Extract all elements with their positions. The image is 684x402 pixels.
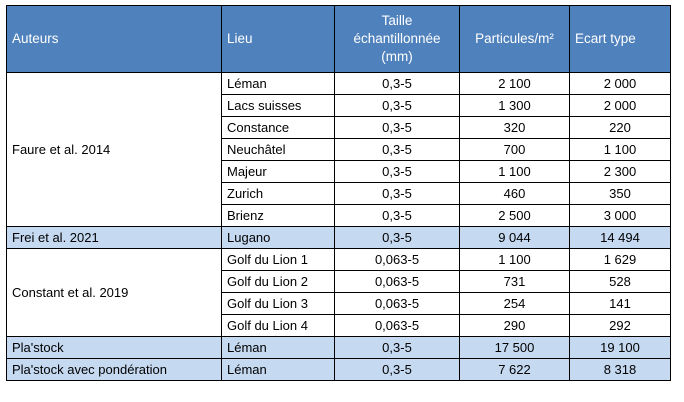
particules-cell: 731 bbox=[459, 270, 570, 293]
header-lieu: Lieu bbox=[221, 5, 335, 73]
header-ecart: Ecart type bbox=[569, 5, 671, 73]
ecart-cell: 141 bbox=[569, 292, 671, 315]
taille-cell: 0,3-5 bbox=[334, 336, 460, 359]
particules-cell: 17 500 bbox=[459, 336, 570, 359]
particules-cell: 320 bbox=[459, 116, 570, 139]
header-auteurs: Auteurs bbox=[6, 5, 222, 73]
table-row-highlight: Pla'stock avec pondération Léman 0,3-5 7… bbox=[6, 358, 671, 381]
taille-cell: 0,3-5 bbox=[334, 72, 460, 95]
particules-cell: 254 bbox=[459, 292, 570, 315]
particules-cell: 9 044 bbox=[459, 226, 570, 249]
header-taille-line2: échantillonnée bbox=[353, 31, 441, 46]
ecart-cell: 19 100 bbox=[569, 336, 671, 359]
taille-cell: 0,3-5 bbox=[334, 358, 460, 381]
ecart-cell: 1 629 bbox=[569, 248, 671, 271]
table-row: Golf du Lion 4 0,063-5 290 292 bbox=[7, 314, 671, 337]
ecart-cell: 2 000 bbox=[569, 94, 671, 117]
author-cell: Pla'stock avec pondération bbox=[6, 358, 222, 381]
header-taille-line1: Taille bbox=[381, 13, 413, 28]
table-row: Constant et al. 2019 Golf du Lion 1 0,06… bbox=[6, 248, 671, 337]
author-cell: Faure et al. 2014 bbox=[6, 72, 222, 227]
particules-cell: 2 500 bbox=[459, 204, 570, 227]
lieu-cell: Golf du Lion 1 bbox=[221, 248, 335, 271]
taille-cell: 0,3-5 bbox=[334, 182, 460, 205]
table-row: Brienz 0,3-5 2 500 3 000 bbox=[7, 204, 671, 227]
lieu-cell: Léman bbox=[221, 358, 335, 381]
ecart-cell: 350 bbox=[569, 182, 671, 205]
particules-cell: 700 bbox=[459, 138, 570, 161]
table-row: Majeur 0,3-5 1 100 2 300 bbox=[7, 160, 671, 183]
table-row: Golf du Lion 2 0,063-5 731 528 bbox=[7, 270, 671, 293]
lieu-cell: Lacs suisses bbox=[221, 94, 335, 117]
table-row: Faure et al. 2014 Léman 0,3-5 2 100 2 00… bbox=[6, 72, 671, 227]
table-row-highlight: Pla'stock Léman 0,3-5 17 500 19 100 bbox=[6, 336, 671, 359]
lieu-cell: Neuchâtel bbox=[221, 138, 335, 161]
header-taille: Taille échantillonnée (mm) bbox=[334, 5, 460, 73]
taille-cell: 0,3-5 bbox=[334, 160, 460, 183]
header-row: Auteurs Lieu Taille échantillonnée (mm) … bbox=[6, 5, 671, 73]
lieu-cell: Golf du Lion 2 bbox=[221, 270, 335, 293]
ecart-cell: 1 100 bbox=[569, 138, 671, 161]
taille-cell: 0,063-5 bbox=[334, 314, 460, 337]
data-table: Auteurs Lieu Taille échantillonnée (mm) … bbox=[6, 5, 671, 381]
header-taille-line3: (mm) bbox=[381, 49, 413, 64]
taille-cell: 0,3-5 bbox=[334, 138, 460, 161]
particules-cell: 1 300 bbox=[459, 94, 570, 117]
lieu-cell: Constance bbox=[221, 116, 335, 139]
table-row: Zurich 0,3-5 460 350 bbox=[7, 182, 671, 205]
lieu-cell: Golf du Lion 3 bbox=[221, 292, 335, 315]
ecart-cell: 292 bbox=[569, 314, 671, 337]
taille-cell: 0,063-5 bbox=[334, 292, 460, 315]
lieu-cell: Majeur bbox=[221, 160, 335, 183]
particules-cell: 460 bbox=[459, 182, 570, 205]
taille-cell: 0,3-5 bbox=[334, 226, 460, 249]
particules-cell: 290 bbox=[459, 314, 570, 337]
lieu-cell: Golf du Lion 4 bbox=[221, 314, 335, 337]
particules-cell: 7 622 bbox=[459, 358, 570, 381]
author-cell: Constant et al. 2019 bbox=[6, 248, 222, 337]
ecart-cell: 8 318 bbox=[569, 358, 671, 381]
ecart-cell: 3 000 bbox=[569, 204, 671, 227]
lieu-cell: Léman bbox=[221, 72, 335, 95]
taille-cell: 0,063-5 bbox=[334, 270, 460, 293]
header-particules: Particules/m² bbox=[459, 5, 570, 73]
taille-cell: 0,3-5 bbox=[334, 94, 460, 117]
ecart-cell: 2 300 bbox=[569, 160, 671, 183]
taille-cell: 0,3-5 bbox=[334, 204, 460, 227]
lieu-cell: Lugano bbox=[221, 226, 335, 249]
lieu-cell: Zurich bbox=[221, 182, 335, 205]
author-cell: Frei et al. 2021 bbox=[6, 226, 222, 249]
lieu-cell: Brienz bbox=[221, 204, 335, 227]
table-row-highlight: Frei et al. 2021 Lugano 0,3-5 9 044 14 4… bbox=[6, 226, 671, 249]
ecart-cell: 528 bbox=[569, 270, 671, 293]
particules-cell: 1 100 bbox=[459, 160, 570, 183]
taille-cell: 0,3-5 bbox=[334, 116, 460, 139]
author-cell: Pla'stock bbox=[6, 336, 222, 359]
ecart-cell: 14 494 bbox=[569, 226, 671, 249]
taille-cell: 0,063-5 bbox=[334, 248, 460, 271]
particules-cell: 2 100 bbox=[459, 72, 570, 95]
table-row: Neuchâtel 0,3-5 700 1 100 bbox=[7, 138, 671, 161]
particules-cell: 1 100 bbox=[459, 248, 570, 271]
ecart-cell: 220 bbox=[569, 116, 671, 139]
lieu-cell: Léman bbox=[221, 336, 335, 359]
ecart-cell: 2 000 bbox=[569, 72, 671, 95]
